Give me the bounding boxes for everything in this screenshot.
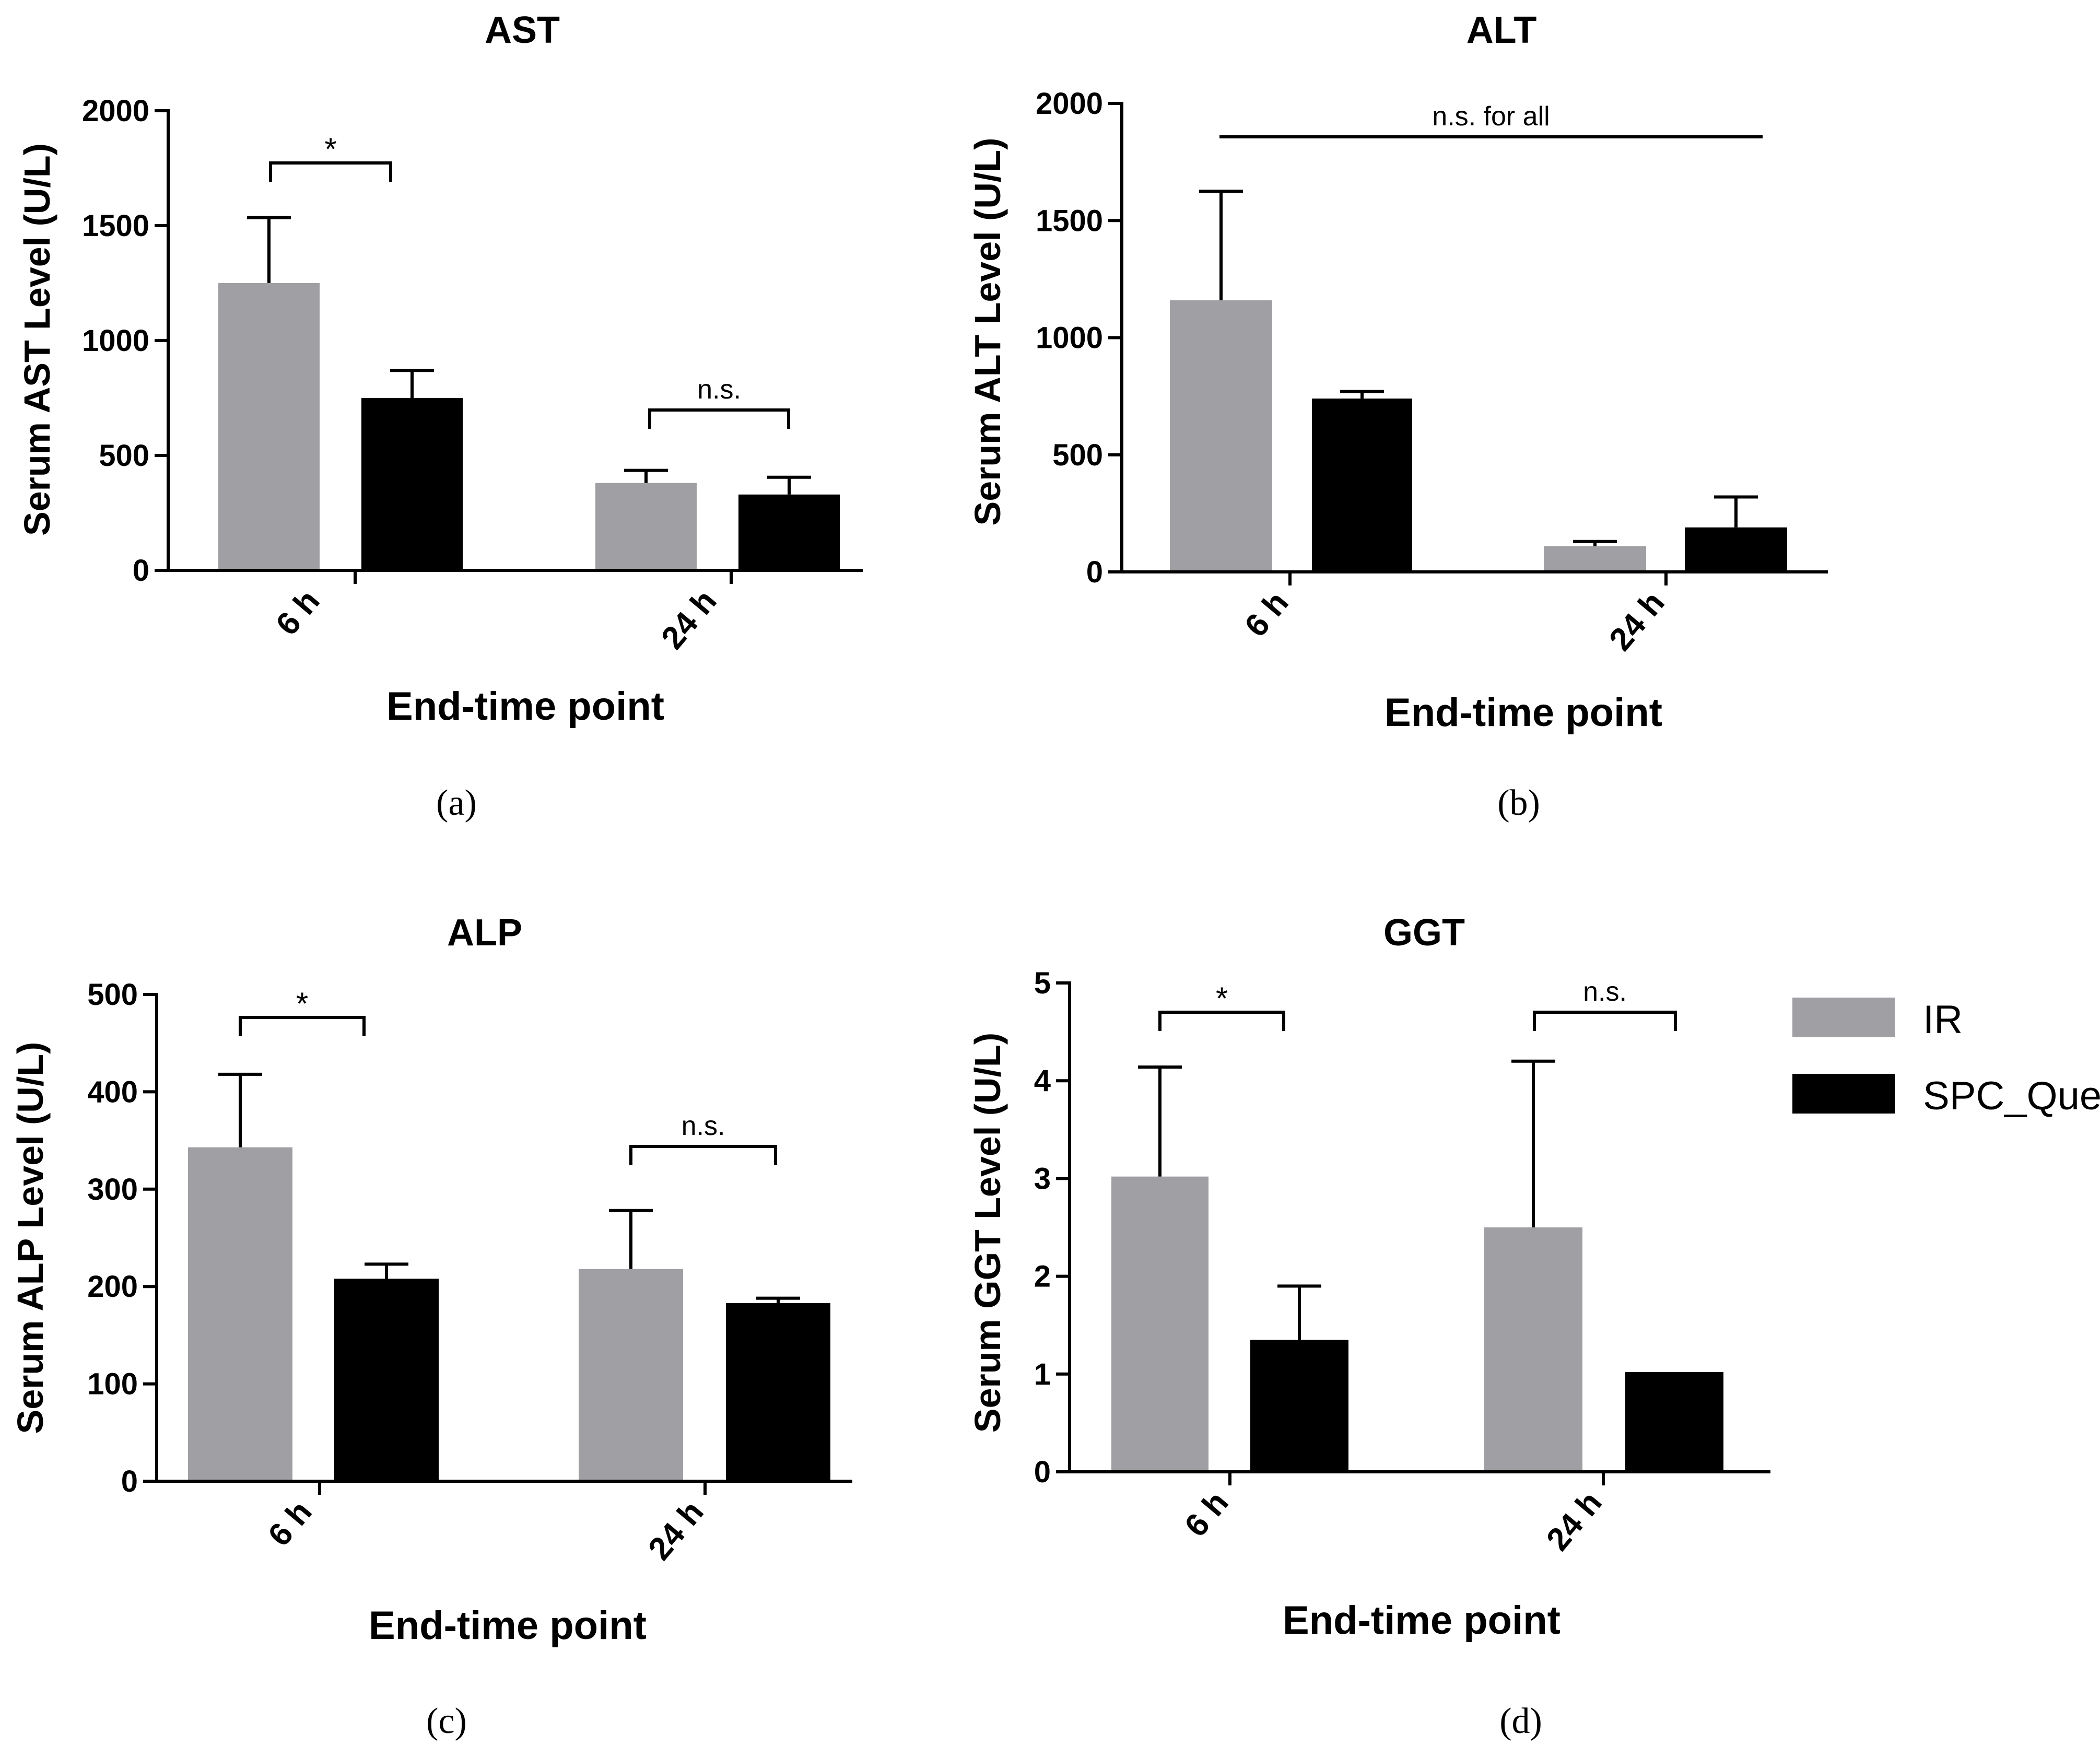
x-axis-label: End-time point	[1385, 690, 1662, 735]
x-axis-label: End-time point	[386, 684, 664, 729]
y-tick-label: 100	[87, 1367, 138, 1401]
y-tick-label: 500	[87, 978, 138, 1012]
y-tick-label: 2	[1034, 1260, 1051, 1294]
y-axis-label: Serum AST Level (U/L)	[17, 143, 57, 536]
bar-spc-querc	[726, 1303, 830, 1481]
chart-title: ALP	[447, 912, 522, 954]
y-axis-label: Serum ALP Level (U/L)	[10, 1042, 51, 1434]
y-tick-label: 2000	[1036, 87, 1103, 121]
chart-title: GGT	[1383, 912, 1465, 954]
y-tick-label: 0	[121, 1465, 138, 1498]
chart-ggt: GGT Serum GGT Level (U/L) End-time point…	[967, 912, 1770, 1741]
significance-bracket	[269, 161, 392, 182]
significance-label: n.s. for all	[1432, 101, 1550, 132]
bar-ir	[595, 483, 697, 570]
legend-label-spc-querc: SPC_Querc	[1923, 1074, 2100, 1118]
significance-bracket	[1533, 1011, 1677, 1031]
y-tick-label: 1	[1034, 1357, 1051, 1391]
chart-alp: ALP Serum ALP Level (U/L) End-time point…	[10, 912, 852, 1741]
y-tick-label: 300	[87, 1173, 138, 1207]
y-tick-label: 0	[1086, 555, 1103, 589]
y-tick-label: 1000	[1036, 321, 1103, 355]
chart-ast: AST Serum AST Level (U/L) End-time point…	[17, 9, 863, 823]
significance-label: n.s.	[697, 374, 741, 405]
y-tick-label: 500	[1052, 438, 1103, 472]
panel-label: (a)	[436, 783, 477, 823]
legend-swatch-spc-querc	[1792, 1074, 1895, 1114]
y-axis-label: Serum GGT Level (U/L)	[967, 1033, 1008, 1433]
significance-bracket	[1158, 1011, 1285, 1031]
legend-swatch-ir	[1792, 998, 1895, 1037]
significance-label: n.s.	[682, 1111, 725, 1141]
y-tick-label: 3	[1034, 1162, 1051, 1196]
significance-label: *	[296, 986, 308, 1021]
y-tick-label: 4	[1034, 1064, 1051, 1098]
y-tick-label: 200	[87, 1270, 138, 1304]
chart-title: AST	[485, 9, 560, 51]
significance-label: *	[324, 132, 336, 167]
panel-label: (b)	[1497, 783, 1540, 823]
bar-ir	[218, 283, 320, 570]
bar-spc-querc	[738, 494, 840, 570]
bar-spc-querc	[1312, 399, 1412, 572]
y-tick-label: 1500	[82, 209, 149, 243]
chart-title: ALT	[1467, 9, 1537, 51]
y-tick-label: 1500	[1036, 204, 1103, 238]
y-tick-label: 1000	[82, 324, 149, 358]
bar-spc-querc	[1685, 527, 1787, 572]
significance-bracket	[239, 1016, 366, 1036]
bar-spc-querc	[1625, 1372, 1723, 1472]
significance-bracket	[629, 1145, 777, 1165]
bar-ir	[188, 1147, 292, 1481]
bar-ir	[1484, 1227, 1582, 1472]
y-tick-label: 0	[133, 554, 149, 588]
y-tick-label: 5	[1034, 966, 1051, 1000]
significance-label: n.s.	[1583, 977, 1627, 1007]
chart-alt: ALT Serum ALT Level (U/L) End-time point…	[967, 9, 1828, 823]
legend-label-ir: IR	[1923, 998, 1963, 1042]
legend: IR SPC_Querc	[1792, 998, 2100, 1118]
x-axis-label: End-time point	[1283, 1598, 1561, 1643]
bar-ir	[1170, 300, 1272, 572]
bar-spc-querc	[361, 398, 463, 570]
y-tick-label: 2000	[82, 94, 149, 128]
y-axis-label: Serum ALT Level (U/L)	[967, 138, 1008, 526]
bar-ir	[1111, 1176, 1209, 1472]
x-axis-label: End-time point	[369, 1603, 647, 1648]
panel-label: (d)	[1499, 1701, 1542, 1741]
significance-bracket	[648, 408, 790, 429]
y-tick-label: 400	[87, 1075, 138, 1109]
y-tick-label: 0	[1034, 1455, 1051, 1489]
bar-spc-querc	[1250, 1340, 1348, 1472]
bar-ir	[579, 1269, 683, 1481]
bar-ir	[1544, 546, 1646, 572]
y-tick-label: 500	[99, 439, 149, 473]
bar-spc-querc	[334, 1279, 439, 1481]
panel-label: (c)	[426, 1701, 467, 1741]
significance-label: *	[1216, 981, 1228, 1016]
